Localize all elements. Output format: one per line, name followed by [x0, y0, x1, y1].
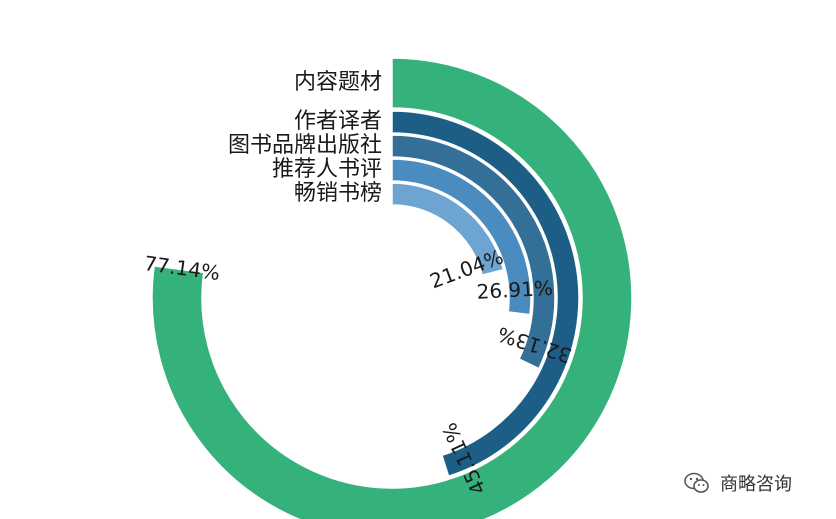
category-label-1: 内容题材: [294, 70, 382, 95]
bar-arc-4: [391, 158, 532, 316]
bar-arc-3: [391, 134, 556, 370]
value-label-4: 26.91%: [476, 276, 553, 304]
wechat-icon: [684, 472, 709, 493]
category-label-2: 作者译者: [294, 109, 382, 134]
watermark-text: 商略咨询: [720, 474, 792, 495]
category-label-5: 畅销书榜: [294, 181, 382, 206]
bar-arc-2: [391, 110, 580, 478]
category-label-3: 图书品牌出版社: [228, 133, 382, 158]
bar-arc-5: [391, 182, 505, 277]
category-label-4: 推荐人书评: [272, 157, 382, 182]
bar-arc-1: [151, 57, 633, 519]
watermark: 商略咨询: [682, 466, 792, 500]
